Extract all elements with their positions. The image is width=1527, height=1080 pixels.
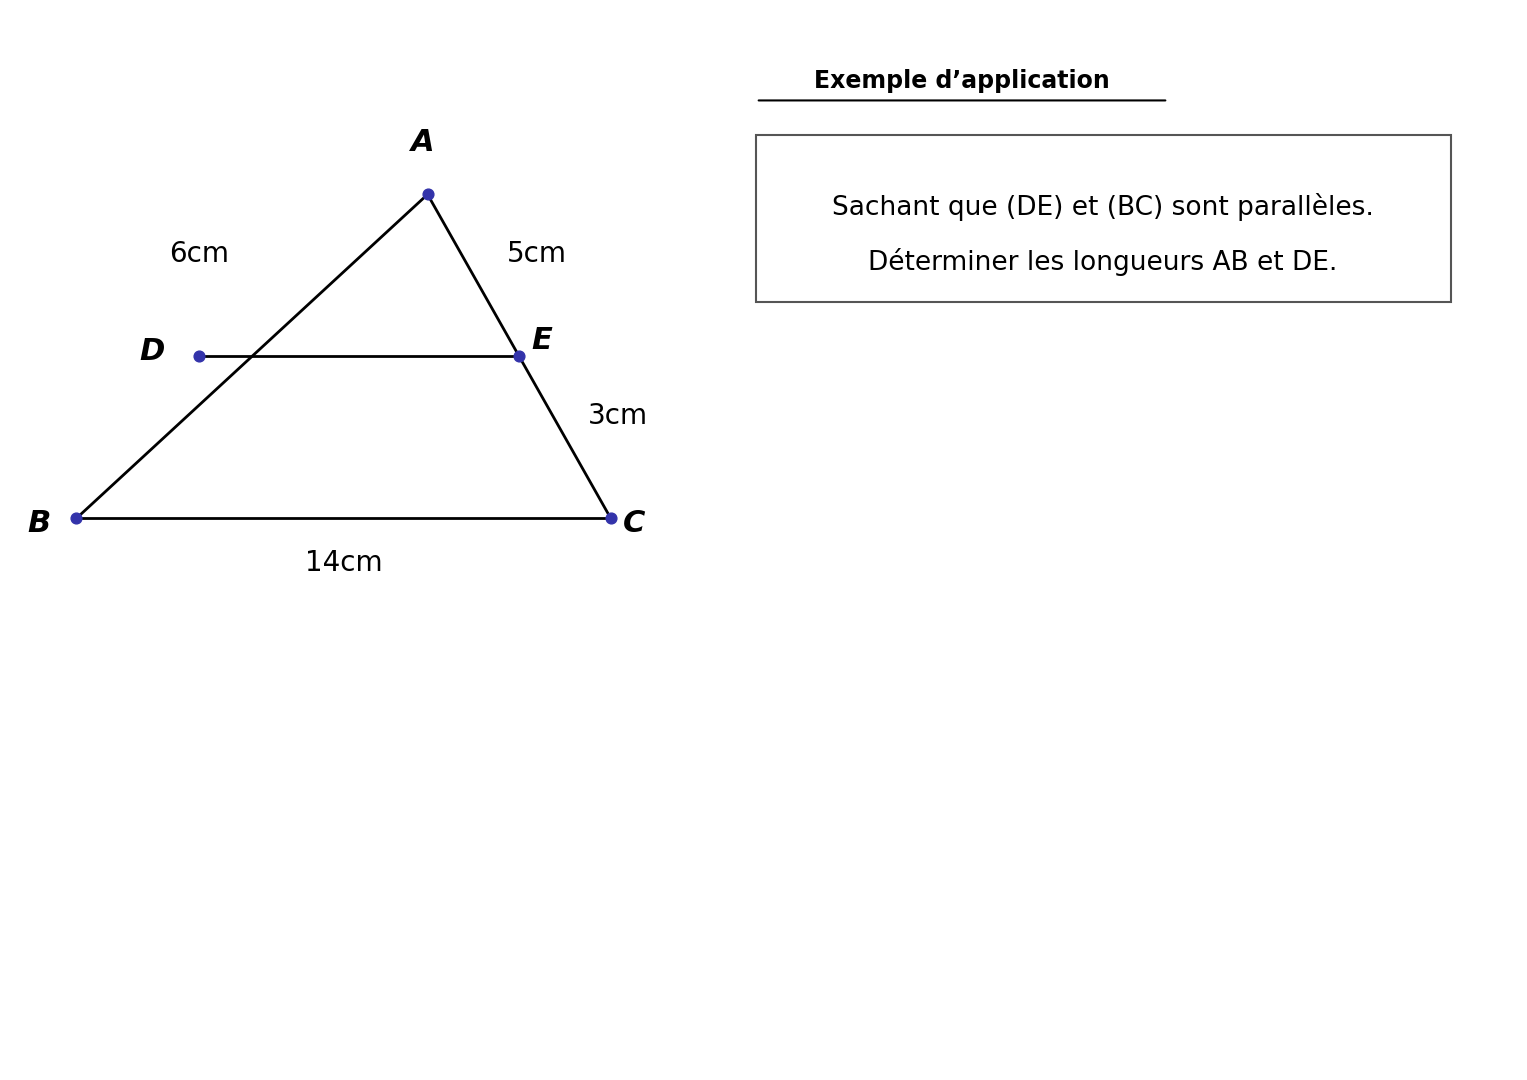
FancyBboxPatch shape [756,135,1451,302]
Text: E: E [531,326,553,354]
Text: 3cm: 3cm [588,402,647,430]
Text: 6cm: 6cm [169,240,229,268]
Point [186,348,211,365]
Point [415,186,440,203]
Point [507,348,531,365]
Point [64,510,89,527]
Text: A: A [411,127,435,157]
Text: Sachant que (DE) et (BC) sont parallèles.: Sachant que (DE) et (BC) sont parallèles… [832,193,1373,221]
Text: 14cm: 14cm [305,549,382,577]
Text: C: C [623,510,646,538]
Text: B: B [27,510,50,538]
Text: 5cm: 5cm [507,240,567,268]
Text: Déterminer les longueurs AB et DE.: Déterminer les longueurs AB et DE. [867,248,1338,276]
Text: Exemple d’application: Exemple d’application [814,69,1110,93]
Text: D: D [139,337,165,365]
Point [599,510,623,527]
